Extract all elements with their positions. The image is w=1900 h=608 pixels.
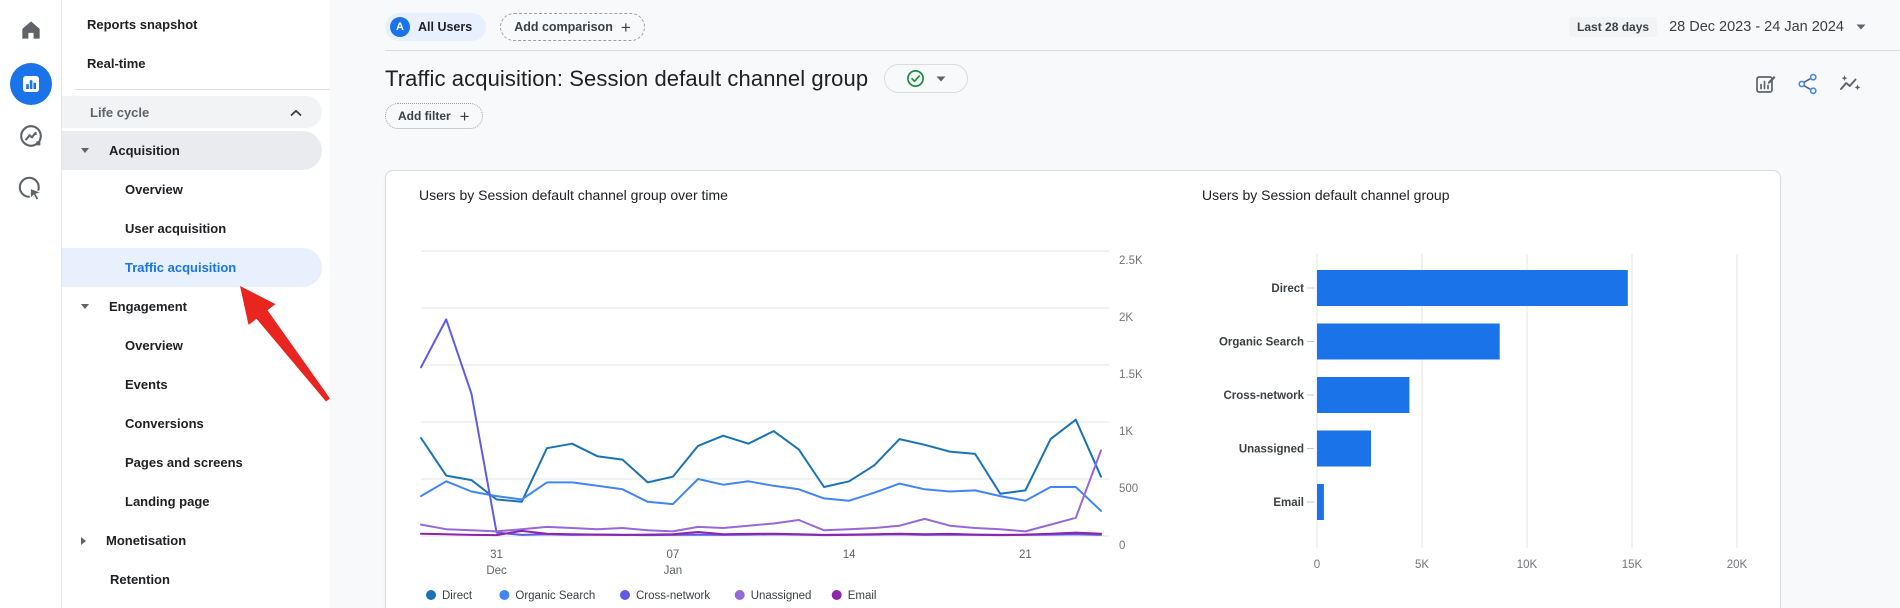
sidebar-item-landing-page[interactable]: Landing page (125, 494, 210, 509)
svg-text:Jan: Jan (664, 565, 683, 577)
home-icon[interactable] (17, 16, 45, 44)
line-chart-title: Users by Session default channel group o… (419, 187, 728, 203)
svg-text:1K: 1K (1119, 426, 1133, 438)
sidebar-group-monetisation[interactable]: Monetisation (62, 521, 322, 560)
comparison-avatar: A (390, 17, 410, 37)
svg-text:Email: Email (848, 590, 877, 602)
chevron-right-icon (81, 536, 86, 545)
date-range-preset: Last 28 days (1569, 17, 1658, 37)
svg-text:07: 07 (666, 549, 679, 561)
svg-text:Dec: Dec (486, 565, 507, 577)
sidebar-item-acquisition-overview[interactable]: Overview (125, 182, 183, 197)
svg-text:500: 500 (1119, 483, 1138, 495)
svg-text:Email: Email (1273, 497, 1304, 509)
svg-text:14: 14 (843, 549, 856, 561)
svg-text:Direct: Direct (442, 590, 473, 602)
chevron-down-icon (81, 304, 89, 309)
plus-icon: + (620, 17, 631, 37)
sidebar-item-events[interactable]: Events (125, 377, 168, 392)
chevron-up-icon (290, 105, 302, 120)
svg-text:Cross-network: Cross-network (636, 590, 710, 602)
sidebar-item-pages-and-screens[interactable]: Pages and screens (125, 455, 243, 470)
svg-text:Organic Search: Organic Search (515, 590, 595, 602)
app-rail (0, 0, 62, 608)
share-icon[interactable] (1796, 72, 1820, 96)
sidebar-divider (75, 89, 330, 90)
caret-down-icon (1856, 24, 1866, 30)
svg-text:21: 21 (1019, 549, 1032, 561)
svg-text:Organic Search: Organic Search (1219, 337, 1304, 349)
report-content: A All Users Add comparison + Last 28 day… (330, 0, 1900, 608)
comparison-bar: A All Users Add comparison + (385, 13, 645, 41)
svg-text:Direct: Direct (1271, 283, 1304, 295)
bar-chart-title: Users by Session default channel group (1202, 187, 1450, 203)
users-by-channel-bar-chart[interactable]: 0 5K 10K 15K 20K Direct Organic Search Cross-ne… (1166, 171, 1782, 608)
svg-text:10K: 10K (1517, 559, 1538, 571)
report-status-badge[interactable] (884, 64, 969, 93)
add-filter-button[interactable]: Add filter + (385, 103, 483, 129)
svg-text:31: 31 (490, 549, 503, 561)
all-users-chip[interactable]: A All Users (385, 13, 487, 41)
sidebar-item-reports-snapshot[interactable]: Reports snapshot (87, 17, 198, 32)
svg-text:15K: 15K (1622, 559, 1643, 571)
sidebar-item-user-acquisition[interactable]: User acquisition (125, 221, 227, 236)
chevron-down-icon (81, 148, 89, 153)
sidebar-group-engagement[interactable]: Engagement (62, 287, 322, 326)
svg-text:Cross-network: Cross-network (1223, 390, 1304, 402)
sidebar-section-life-cycle[interactable]: Life cycle (62, 96, 322, 128)
caret-down-icon (936, 76, 946, 81)
svg-text:0: 0 (1314, 559, 1320, 571)
sidebar-group-acquisition[interactable]: Acquisition (62, 131, 322, 170)
date-range-picker[interactable]: Last 28 days 28 Dec 2023 - 24 Jan 2024 (1569, 17, 1866, 37)
date-range-value: 28 Dec 2023 - 24 Jan 2024 (1669, 19, 1844, 35)
insights-icon[interactable] (1838, 72, 1862, 96)
svg-text:1.5K: 1.5K (1119, 369, 1143, 381)
reports-icon[interactable] (9, 63, 52, 105)
explore-icon[interactable] (17, 122, 45, 150)
svg-text:2K: 2K (1119, 312, 1133, 324)
sidebar-item-engagement-overview[interactable]: Overview (125, 338, 183, 353)
plus-icon: + (459, 106, 470, 126)
svg-text:0: 0 (1119, 540, 1125, 552)
svg-text:2.5K: 2.5K (1119, 255, 1143, 267)
header-divider (385, 50, 1900, 51)
users-over-time-line-chart[interactable]: 2.5K 2K 1.5K 1K 500 0 31 Dec 07 Jan 14 21 Direct Orga… (386, 171, 1162, 608)
advertising-icon[interactable] (16, 174, 46, 204)
sidebar-item-retention[interactable]: Retention (110, 572, 170, 587)
svg-text:Unassigned: Unassigned (751, 590, 812, 602)
comparison-label: All Users (418, 20, 473, 34)
sidebar-item-realtime[interactable]: Real-time (87, 56, 146, 71)
page-title: Traffic acquisition: Session default cha… (385, 65, 869, 91)
sidebar-item-conversions[interactable]: Conversions (125, 416, 204, 431)
reports-sidebar: Reports snapshot Real-time Life cycle Ac… (62, 0, 330, 608)
customize-report-icon[interactable] (1754, 72, 1778, 96)
svg-text:20K: 20K (1727, 559, 1748, 571)
svg-text:5K: 5K (1415, 559, 1429, 571)
add-comparison-button[interactable]: Add comparison + (500, 13, 645, 41)
check-circle-icon (907, 70, 925, 87)
svg-text:Unassigned: Unassigned (1239, 444, 1304, 456)
charts-card: Users by Session default channel group o… (385, 170, 1781, 608)
sidebar-item-traffic-acquisition[interactable]: Traffic acquisition (62, 248, 322, 287)
